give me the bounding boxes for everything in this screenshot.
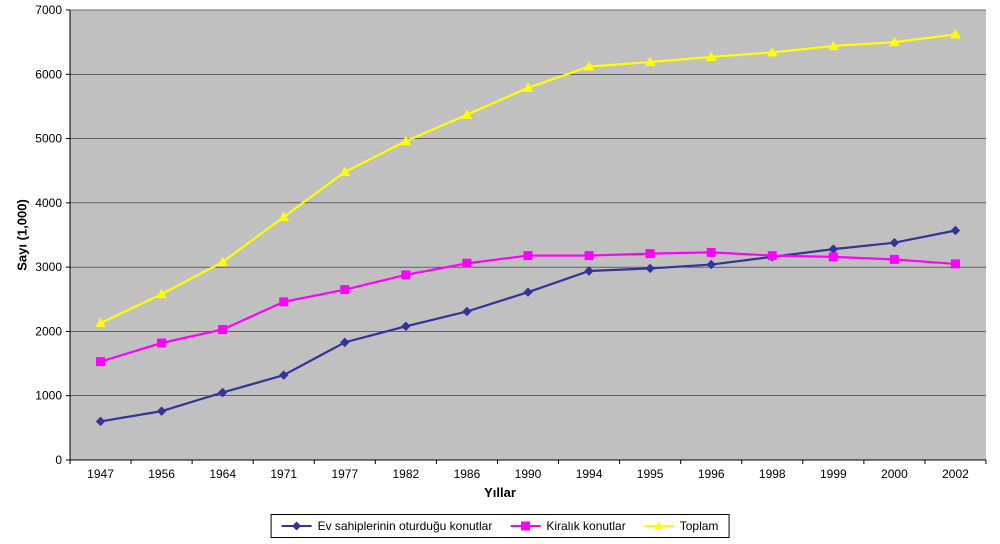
svg-text:4000: 4000 — [35, 196, 62, 210]
svg-text:1998: 1998 — [759, 467, 786, 481]
x-axis-label: Yıllar — [484, 485, 516, 500]
legend-item: Kiralık konutlar — [510, 519, 625, 533]
svg-text:1947: 1947 — [87, 467, 114, 481]
svg-text:1996: 1996 — [698, 467, 725, 481]
svg-text:1971: 1971 — [270, 467, 297, 481]
svg-text:6000: 6000 — [35, 67, 62, 81]
legend-item: Toplam — [644, 519, 719, 533]
svg-text:1000: 1000 — [35, 389, 62, 403]
svg-text:7000: 7000 — [35, 3, 62, 17]
legend-label: Kiralık konutlar — [546, 519, 625, 533]
svg-text:1990: 1990 — [515, 467, 542, 481]
legend-swatch — [282, 519, 312, 533]
svg-text:2000: 2000 — [881, 467, 908, 481]
legend-swatch — [510, 519, 540, 533]
y-axis-label: Sayı (1,000) — [15, 199, 30, 271]
svg-text:3000: 3000 — [35, 260, 62, 274]
svg-text:5000: 5000 — [35, 132, 62, 146]
svg-text:1986: 1986 — [454, 467, 481, 481]
legend-label: Toplam — [680, 519, 719, 533]
svg-text:1982: 1982 — [393, 467, 420, 481]
legend-item: Ev sahiplerinin oturduğu konutlar — [282, 519, 493, 533]
svg-text:1964: 1964 — [209, 467, 236, 481]
svg-text:1977: 1977 — [331, 467, 358, 481]
legend: Ev sahiplerinin oturduğu konutlar Kiralık… — [271, 514, 730, 538]
svg-text:1995: 1995 — [637, 467, 664, 481]
svg-text:1994: 1994 — [576, 467, 603, 481]
svg-text:2002: 2002 — [942, 467, 969, 481]
legend-label: Ev sahiplerinin oturduğu konutlar — [318, 519, 493, 533]
svg-text:2000: 2000 — [35, 324, 62, 338]
line-chart: 0 1000 2000 3000 4000 5000 6000 7000 1947 1956 196… — [0, 0, 1000, 544]
legend-swatch — [644, 519, 674, 533]
chart-svg: 0 1000 2000 3000 4000 5000 6000 7000 1947 1956 196… — [0, 0, 1000, 544]
svg-text:0: 0 — [55, 453, 62, 467]
svg-text:1999: 1999 — [820, 467, 847, 481]
svg-text:1956: 1956 — [148, 467, 175, 481]
